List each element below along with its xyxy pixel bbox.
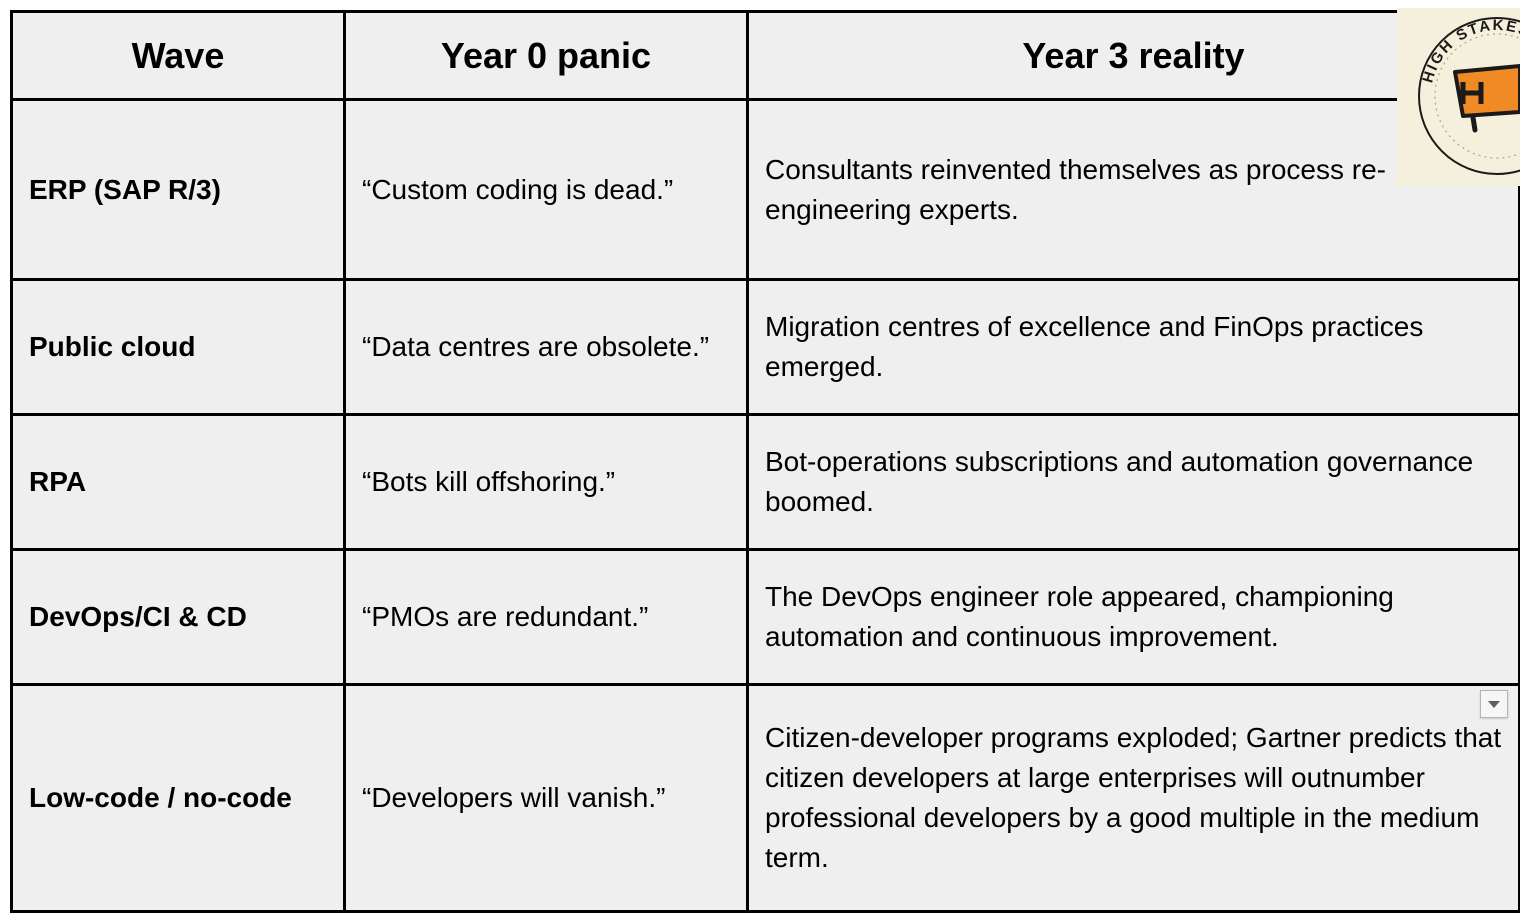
reality-cell[interactable]: Migration centres of excellence and FinO… [746, 278, 1520, 416]
header-year-3-reality: Year 3 reality [746, 10, 1520, 101]
high-stakes-logo: HIGH STAKES · HIGH STAKES · [1397, 8, 1520, 186]
wave-cell[interactable]: Public cloud [10, 278, 346, 416]
reality-cell[interactable]: Consultants reinvented themselves as pro… [746, 98, 1520, 281]
table-row: RPA “Bots kill offshoring.” Bot-operatio… [10, 413, 1520, 551]
panic-cell[interactable]: “Data centres are obsolete.” [343, 278, 749, 416]
flag-icon [1453, 64, 1520, 133]
header-row: Wave Year 0 panic Year 3 reality [10, 10, 1520, 101]
wave-cell[interactable]: ERP (SAP R/3) [10, 98, 346, 281]
table-row: ERP (SAP R/3) “Custom coding is dead.” C… [10, 98, 1520, 281]
table-row: Public cloud “Data centres are obsolete.… [10, 278, 1520, 416]
header-year-0-panic: Year 0 panic [343, 10, 749, 101]
cell-dropdown-button[interactable] [1480, 690, 1508, 718]
table-row: Low-code / no-code “Developers will vani… [10, 683, 1520, 913]
wave-cell[interactable]: DevOps/CI & CD [10, 548, 346, 686]
reality-cell[interactable]: Bot-operations subscriptions and automat… [746, 413, 1520, 551]
reality-cell[interactable]: The DevOps engineer role appeared, champ… [746, 548, 1520, 686]
comparison-table: Wave Year 0 panic Year 3 reality ERP (SA… [10, 10, 1520, 913]
header-wave: Wave [10, 10, 346, 101]
chevron-down-icon [1488, 701, 1500, 708]
panic-cell[interactable]: “Bots kill offshoring.” [343, 413, 749, 551]
wave-cell[interactable]: RPA [10, 413, 346, 551]
panic-cell[interactable]: “Developers will vanish.” [343, 683, 749, 913]
table-row: DevOps/CI & CD “PMOs are redundant.” The… [10, 548, 1520, 686]
panic-cell[interactable]: “PMOs are redundant.” [343, 548, 749, 686]
wave-cell[interactable]: Low-code / no-code [10, 683, 346, 913]
reality-cell[interactable]: Citizen-developer programs exploded; Gar… [746, 683, 1520, 913]
panic-cell[interactable]: “Custom coding is dead.” [343, 98, 749, 281]
high-stakes-badge: HIGH STAKES · HIGH STAKES · [1397, 8, 1520, 186]
